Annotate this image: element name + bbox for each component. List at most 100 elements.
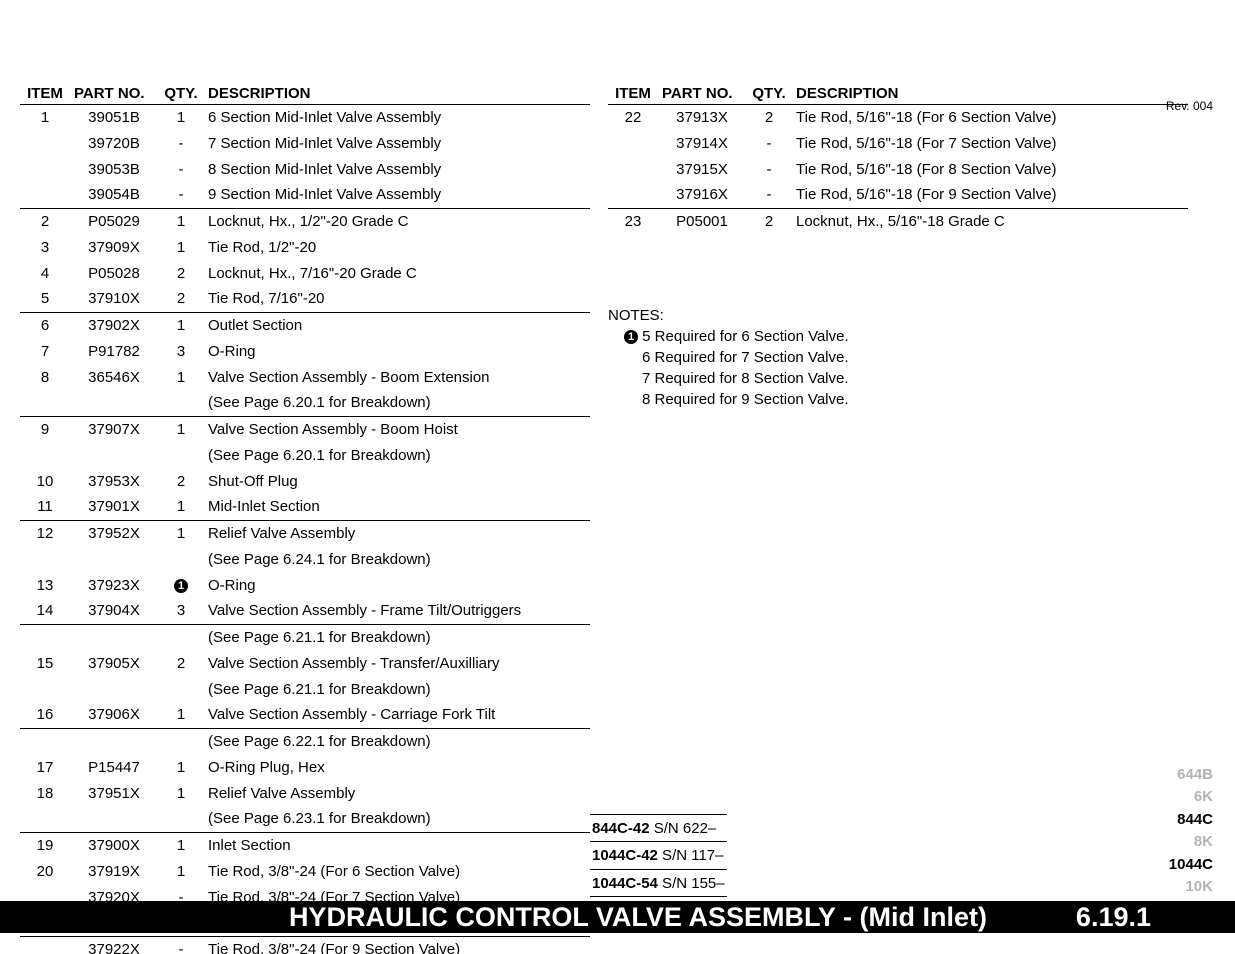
cell-desc: O-Ring xyxy=(204,573,590,599)
cell-qty xyxy=(158,677,204,703)
cell-part: 37909X xyxy=(70,235,158,261)
cell-desc: Relief Valve Assembly xyxy=(204,521,590,547)
cell-desc: Tie Rod, 3/8"-24 (For 6 Section Valve) xyxy=(204,859,590,885)
cell-part: 37914X xyxy=(658,131,746,157)
cell-item: 17 xyxy=(20,755,70,781)
cell-desc: Shut-Off Plug xyxy=(204,469,590,495)
page-root: Rev. 004 ITEM PART NO. QTY. DESCRIPTION … xyxy=(0,0,1235,954)
cell-desc: Tie Rod, 3/8"-24 (For 9 Section Valve) xyxy=(204,937,590,954)
note-line: 5 Required for 6 Section Valve. xyxy=(642,328,849,345)
cell-desc: Tie Rod, 5/16"-18 (For 9 Section Valve) xyxy=(792,182,1188,208)
cell-desc: 7 Section Mid-Inlet Valve Assembly xyxy=(204,131,590,157)
cell-qty: 2 xyxy=(158,651,204,677)
cell-qty: 2 xyxy=(746,105,792,131)
cell-desc: Locknut, Hx., 1/2"-20 Grade C xyxy=(204,209,590,235)
cell-desc: Tie Rod, 5/16"-18 (For 7 Section Valve) xyxy=(792,131,1188,157)
serial-row: 1044C-54 S/N 155– xyxy=(590,869,727,898)
cell-item: 16 xyxy=(20,702,70,728)
cell-part: 39054B xyxy=(70,182,158,208)
cell-item xyxy=(608,131,658,157)
cell-desc: Valve Section Assembly - Boom Hoist xyxy=(204,417,590,443)
notes-section: NOTES: 1 5 Required for 6 Section Valve.… xyxy=(608,305,1188,410)
header-qty: QTY. xyxy=(746,85,792,105)
revision-label: Rev. 004 xyxy=(1166,99,1213,113)
cell-part: 37951X xyxy=(70,781,158,807)
cell-part: 37905X xyxy=(70,651,158,677)
cell-item: 10 xyxy=(20,469,70,495)
notes-title: NOTES: xyxy=(608,305,1188,326)
cell-desc: Tie Rod, 1/2"-20 xyxy=(204,235,590,261)
cell-qty: 1 xyxy=(158,313,204,339)
cell-item xyxy=(20,937,70,954)
cell-qty: 1 xyxy=(158,521,204,547)
cell-qty xyxy=(158,625,204,651)
cell-qty xyxy=(158,806,204,832)
cell-desc: O-Ring Plug, Hex xyxy=(204,755,590,781)
cell-qty: 1 xyxy=(158,859,204,885)
cell-qty: 1 xyxy=(158,494,204,520)
cell-item: 7 xyxy=(20,339,70,365)
header-part: PART NO. xyxy=(70,85,158,105)
cell-qty xyxy=(158,547,204,573)
cell-part: P05001 xyxy=(658,209,746,235)
cell-part xyxy=(70,625,158,651)
model-label: 8K xyxy=(1169,831,1213,854)
cell-item: 9 xyxy=(20,417,70,443)
cell-desc: Locknut, Hx., 5/16"-18 Grade C xyxy=(792,209,1188,235)
cell-item: 11 xyxy=(20,494,70,520)
header-desc: DESCRIPTION xyxy=(204,85,590,105)
cell-desc: Tie Rod, 5/16"-18 (For 8 Section Valve) xyxy=(792,157,1188,183)
cell-part: 37916X xyxy=(658,182,746,208)
cell-desc: (See Page 6.20.1 for Breakdown) xyxy=(204,443,590,469)
cell-qty: - xyxy=(746,131,792,157)
cell-item xyxy=(20,390,70,416)
cell-qty: 2 xyxy=(158,286,204,312)
note-line: 7 Required for 8 Section Valve. xyxy=(608,368,1188,389)
model-label: 844C xyxy=(1169,809,1213,832)
cell-part xyxy=(70,390,158,416)
cell-desc: Tie Rod, 5/16"-18 (For 6 Section Valve) xyxy=(792,105,1188,131)
cell-qty: 1 xyxy=(158,702,204,728)
footer-pagenum: 6.19.1 xyxy=(1076,902,1157,933)
cell-item xyxy=(20,729,70,755)
cell-part xyxy=(70,729,158,755)
cell-qty: 1 xyxy=(158,833,204,859)
cell-part: 37900X xyxy=(70,833,158,859)
cell-qty: 1 xyxy=(158,573,204,599)
cell-qty: 1 xyxy=(158,235,204,261)
cell-qty: - xyxy=(158,157,204,183)
cell-part: 37953X xyxy=(70,469,158,495)
cell-item xyxy=(608,157,658,183)
cell-part: 39720B xyxy=(70,131,158,157)
cell-desc: Valve Section Assembly - Boom Extension xyxy=(204,365,590,391)
cell-qty: 2 xyxy=(158,469,204,495)
cell-item xyxy=(608,182,658,208)
cell-desc: (See Page 6.21.1 for Breakdown) xyxy=(204,677,590,703)
cell-qty xyxy=(158,443,204,469)
cell-part: P05028 xyxy=(70,261,158,287)
cell-desc: Inlet Section xyxy=(204,833,590,859)
cell-part: 37913X xyxy=(658,105,746,131)
cell-part: 37915X xyxy=(658,157,746,183)
cell-qty: 2 xyxy=(158,261,204,287)
cell-part: 37901X xyxy=(70,494,158,520)
cell-part: 37922X xyxy=(70,937,158,954)
cell-qty: 3 xyxy=(158,598,204,624)
cell-part xyxy=(70,806,158,832)
model-label: 644B xyxy=(1169,764,1213,787)
parts-table-left: ITEM PART NO. QTY. DESCRIPTION 139051B16… xyxy=(20,85,590,954)
cell-desc: O-Ring xyxy=(204,339,590,365)
cell-part: 37910X xyxy=(70,286,158,312)
cell-desc: Relief Valve Assembly xyxy=(204,781,590,807)
cell-item: 22 xyxy=(608,105,658,131)
model-label: 10K xyxy=(1169,876,1213,899)
cell-desc: Valve Section Assembly - Carriage Fork T… xyxy=(204,702,590,728)
cell-desc: 8 Section Mid-Inlet Valve Assembly xyxy=(204,157,590,183)
cell-item: 19 xyxy=(20,833,70,859)
note-line: 8 Required for 9 Section Valve. xyxy=(608,389,1188,410)
cell-part: 37906X xyxy=(70,702,158,728)
cell-part: 37904X xyxy=(70,598,158,624)
cell-part xyxy=(70,547,158,573)
cell-desc: Outlet Section xyxy=(204,313,590,339)
header-item: ITEM xyxy=(608,85,658,105)
